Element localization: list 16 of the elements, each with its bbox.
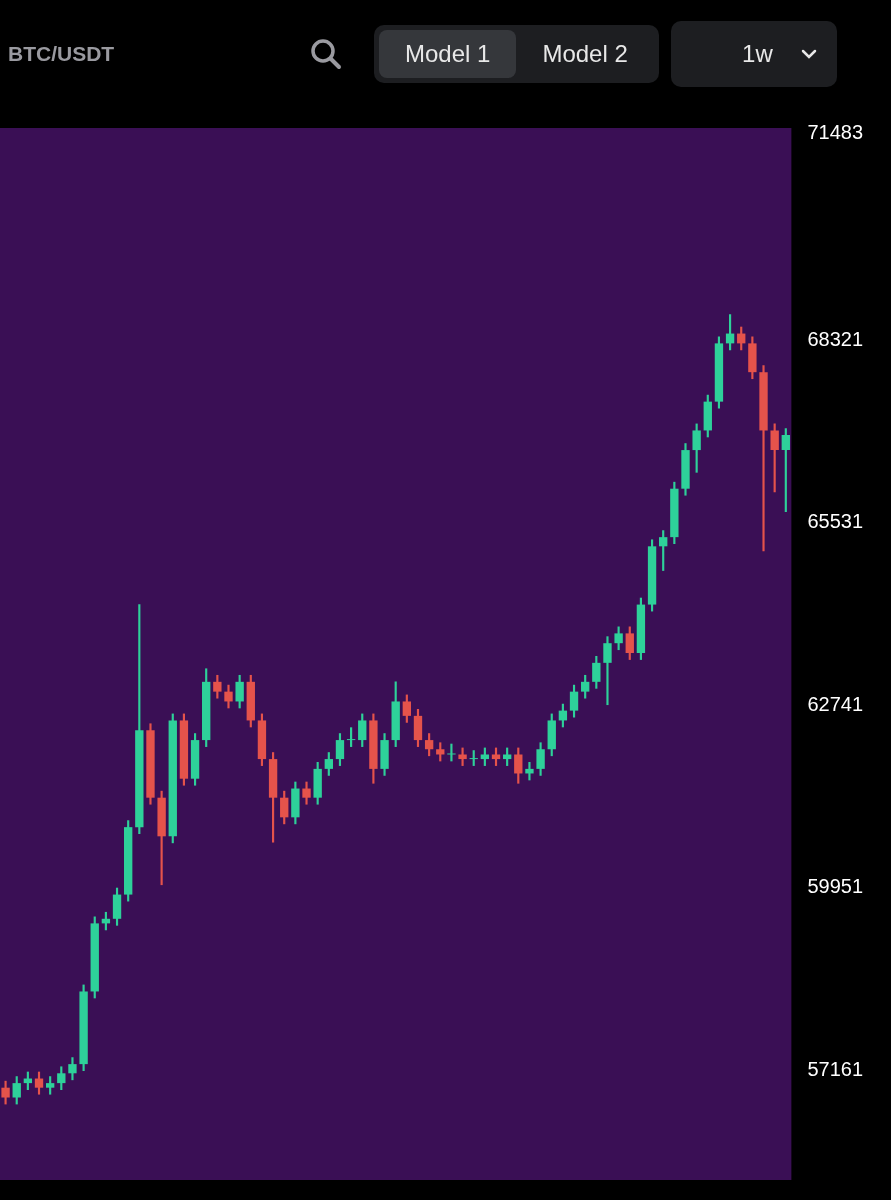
y-tick-label: 71483 (807, 120, 864, 143)
candlestick (346, 727, 356, 747)
y-tick-label: 68321 (807, 327, 864, 350)
y-tick-label: 62741 (807, 692, 864, 715)
y-tick-label: 59951 (807, 875, 864, 898)
y-tick-label: 57161 (807, 1058, 864, 1081)
candlestick (525, 762, 534, 781)
text: Model 1 (379, 30, 517, 78)
candlestick (603, 636, 612, 706)
candlestick (759, 365, 768, 552)
candlestick (447, 743, 456, 762)
candlestick (458, 747, 467, 766)
chart-title: BTC/USDT (8, 42, 116, 66)
y-tick-label: 65531 (807, 510, 864, 533)
text: Model 2 (541, 39, 629, 69)
text: 1w (742, 40, 773, 68)
